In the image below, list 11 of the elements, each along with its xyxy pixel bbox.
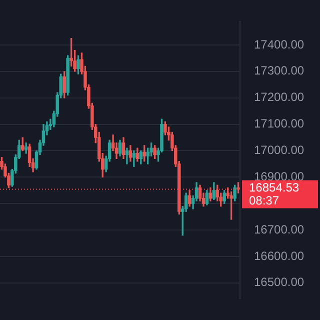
y-tick-label: 16700.00 bbox=[254, 222, 304, 236]
text: 08:37 bbox=[249, 194, 280, 208]
ref-line-label: 16854.53 bbox=[249, 180, 300, 195]
y-tick-label: 16900.00 bbox=[254, 169, 304, 184]
y-tick-label: 17000.00 bbox=[254, 143, 304, 158]
y-tick-label: 17100.00 bbox=[254, 116, 304, 131]
y-tick-label: 16500.00 bbox=[254, 275, 304, 290]
y-tick-label: 16600.00 bbox=[254, 248, 304, 263]
y-tick-label: 17400.00 bbox=[254, 37, 304, 52]
y-tick-label: 17300.00 bbox=[254, 64, 304, 78]
y-tick-label: 17200.00 bbox=[254, 90, 304, 104]
